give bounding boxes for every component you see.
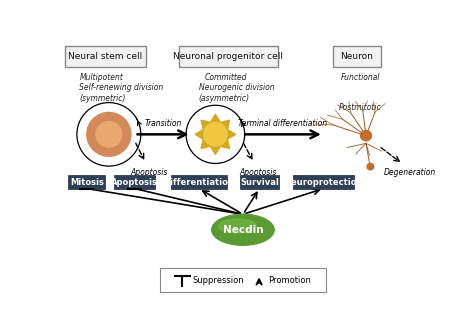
Text: Apoptosis: Apoptosis [111, 178, 158, 187]
FancyBboxPatch shape [114, 175, 155, 189]
Text: Necdin: Necdin [223, 225, 263, 235]
FancyBboxPatch shape [179, 46, 278, 67]
Ellipse shape [367, 163, 374, 170]
FancyBboxPatch shape [171, 175, 227, 189]
Text: Differentiation: Differentiation [164, 178, 234, 187]
Ellipse shape [204, 123, 227, 146]
Ellipse shape [87, 113, 131, 156]
Ellipse shape [360, 130, 372, 141]
Ellipse shape [96, 122, 122, 147]
Text: Terminal differentiation: Terminal differentiation [238, 119, 328, 128]
Text: Apoptosis: Apoptosis [130, 168, 168, 177]
Text: Neuron: Neuron [340, 52, 373, 61]
Text: Suppression: Suppression [192, 276, 244, 285]
Ellipse shape [212, 214, 274, 245]
Text: Self-renewing division
(symmetric): Self-renewing division (symmetric) [80, 83, 164, 103]
Text: Neural stem cell: Neural stem cell [68, 52, 142, 61]
FancyBboxPatch shape [160, 268, 326, 292]
FancyBboxPatch shape [293, 175, 354, 189]
FancyBboxPatch shape [333, 46, 381, 67]
Text: Apoptosis: Apoptosis [239, 168, 276, 177]
Text: Promotion: Promotion [268, 276, 311, 285]
Text: Neuroprotection: Neuroprotection [284, 178, 363, 187]
FancyBboxPatch shape [240, 175, 279, 189]
Polygon shape [195, 114, 236, 154]
Text: Mitosis: Mitosis [70, 178, 104, 187]
Text: Degeneration: Degeneration [384, 168, 436, 177]
Ellipse shape [219, 219, 256, 233]
Text: Functional: Functional [341, 73, 380, 82]
FancyBboxPatch shape [65, 46, 146, 67]
FancyBboxPatch shape [68, 175, 105, 189]
Text: Multipotent: Multipotent [80, 73, 123, 82]
Text: Neuronal progenitor cell: Neuronal progenitor cell [173, 52, 283, 61]
Text: Neurogenic division
(asymmetric): Neurogenic division (asymmetric) [199, 83, 274, 103]
Text: Postmitotic: Postmitotic [339, 103, 382, 112]
Text: Transition: Transition [145, 119, 182, 128]
Text: Committed: Committed [205, 73, 247, 82]
Text: Survival: Survival [240, 178, 279, 187]
